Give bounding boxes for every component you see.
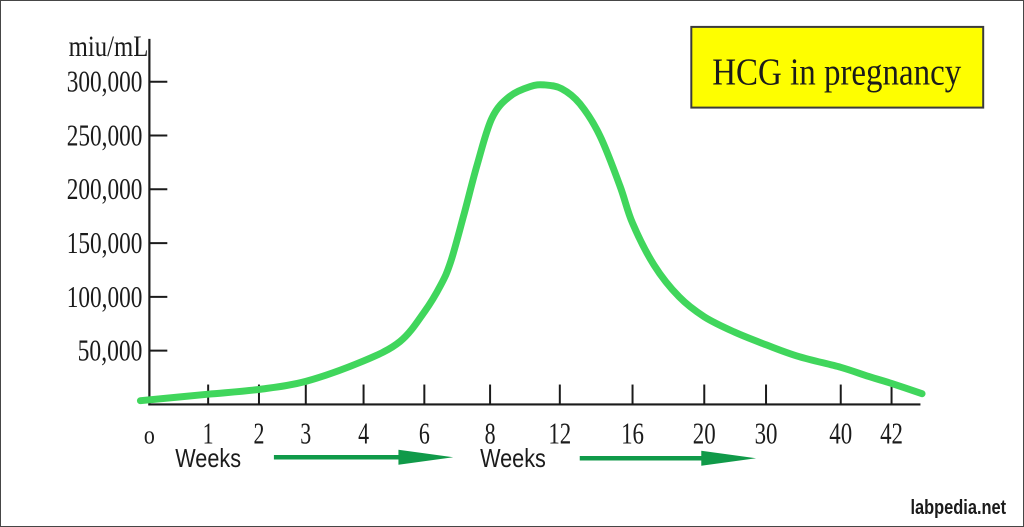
x-axis: o 1 2 3 4 6 8 12 16 20 30 40 42 [144,384,921,450]
arrow-right-icon [579,450,757,466]
x-tick-label: 12 [548,415,571,450]
weeks-annotation-right: Weeks [480,445,757,473]
weeks-label-left: Weeks [175,445,241,473]
arrow-right-icon [273,449,454,465]
y-tick-label: 50,000 [78,333,143,368]
y-tick-label: 200,000 [67,171,143,206]
title-box-background [690,25,985,109]
x-tick-label: 42 [880,415,903,450]
weeks-label-right: Weeks [480,445,546,473]
x-tick-label: 6 [419,415,430,450]
x-tick-label: 2 [253,415,264,450]
chart-title: HCG in pregnancy [712,52,961,94]
weeks-annotation-left: Weeks [175,445,454,473]
arrowhead-icon [701,450,757,466]
x-tick-label: 1 [203,415,214,450]
arrowhead-icon [398,449,454,465]
x-axis-tick-labels: o 1 2 3 4 6 8 12 16 20 30 40 42 [144,415,903,450]
x-tick-label: 3 [300,415,311,450]
x-tick-label: 40 [829,415,852,450]
x-tick-label: 4 [358,415,369,450]
y-tick-label: 150,000 [67,225,143,260]
x-tick-label: 16 [621,415,644,450]
y-axis: 50,000 100,000 150,000 200,000 250,000 300,00… [67,30,168,406]
y-axis-ticks [149,80,168,352]
x-tick-label: o [144,420,155,449]
watermark: labpedia.net [910,497,1006,519]
x-tick-label: 8 [485,415,496,450]
x-tick-label: 20 [693,415,716,450]
y-axis-tick-labels: 50,000 100,000 150,000 200,000 250,000 300,00… [67,64,143,368]
hcg-curve-series [136,81,926,405]
y-tick-label: 300,000 [67,64,143,99]
y-axis-title: miu/mL [69,30,149,63]
y-tick-label: 100,000 [67,279,143,314]
chart-title-box: HCG in pregnancy [690,25,985,109]
x-axis-ticks [207,384,893,405]
hcg-curve [136,81,926,405]
x-tick-label: 30 [755,415,778,450]
y-tick-label: 250,000 [67,117,143,152]
